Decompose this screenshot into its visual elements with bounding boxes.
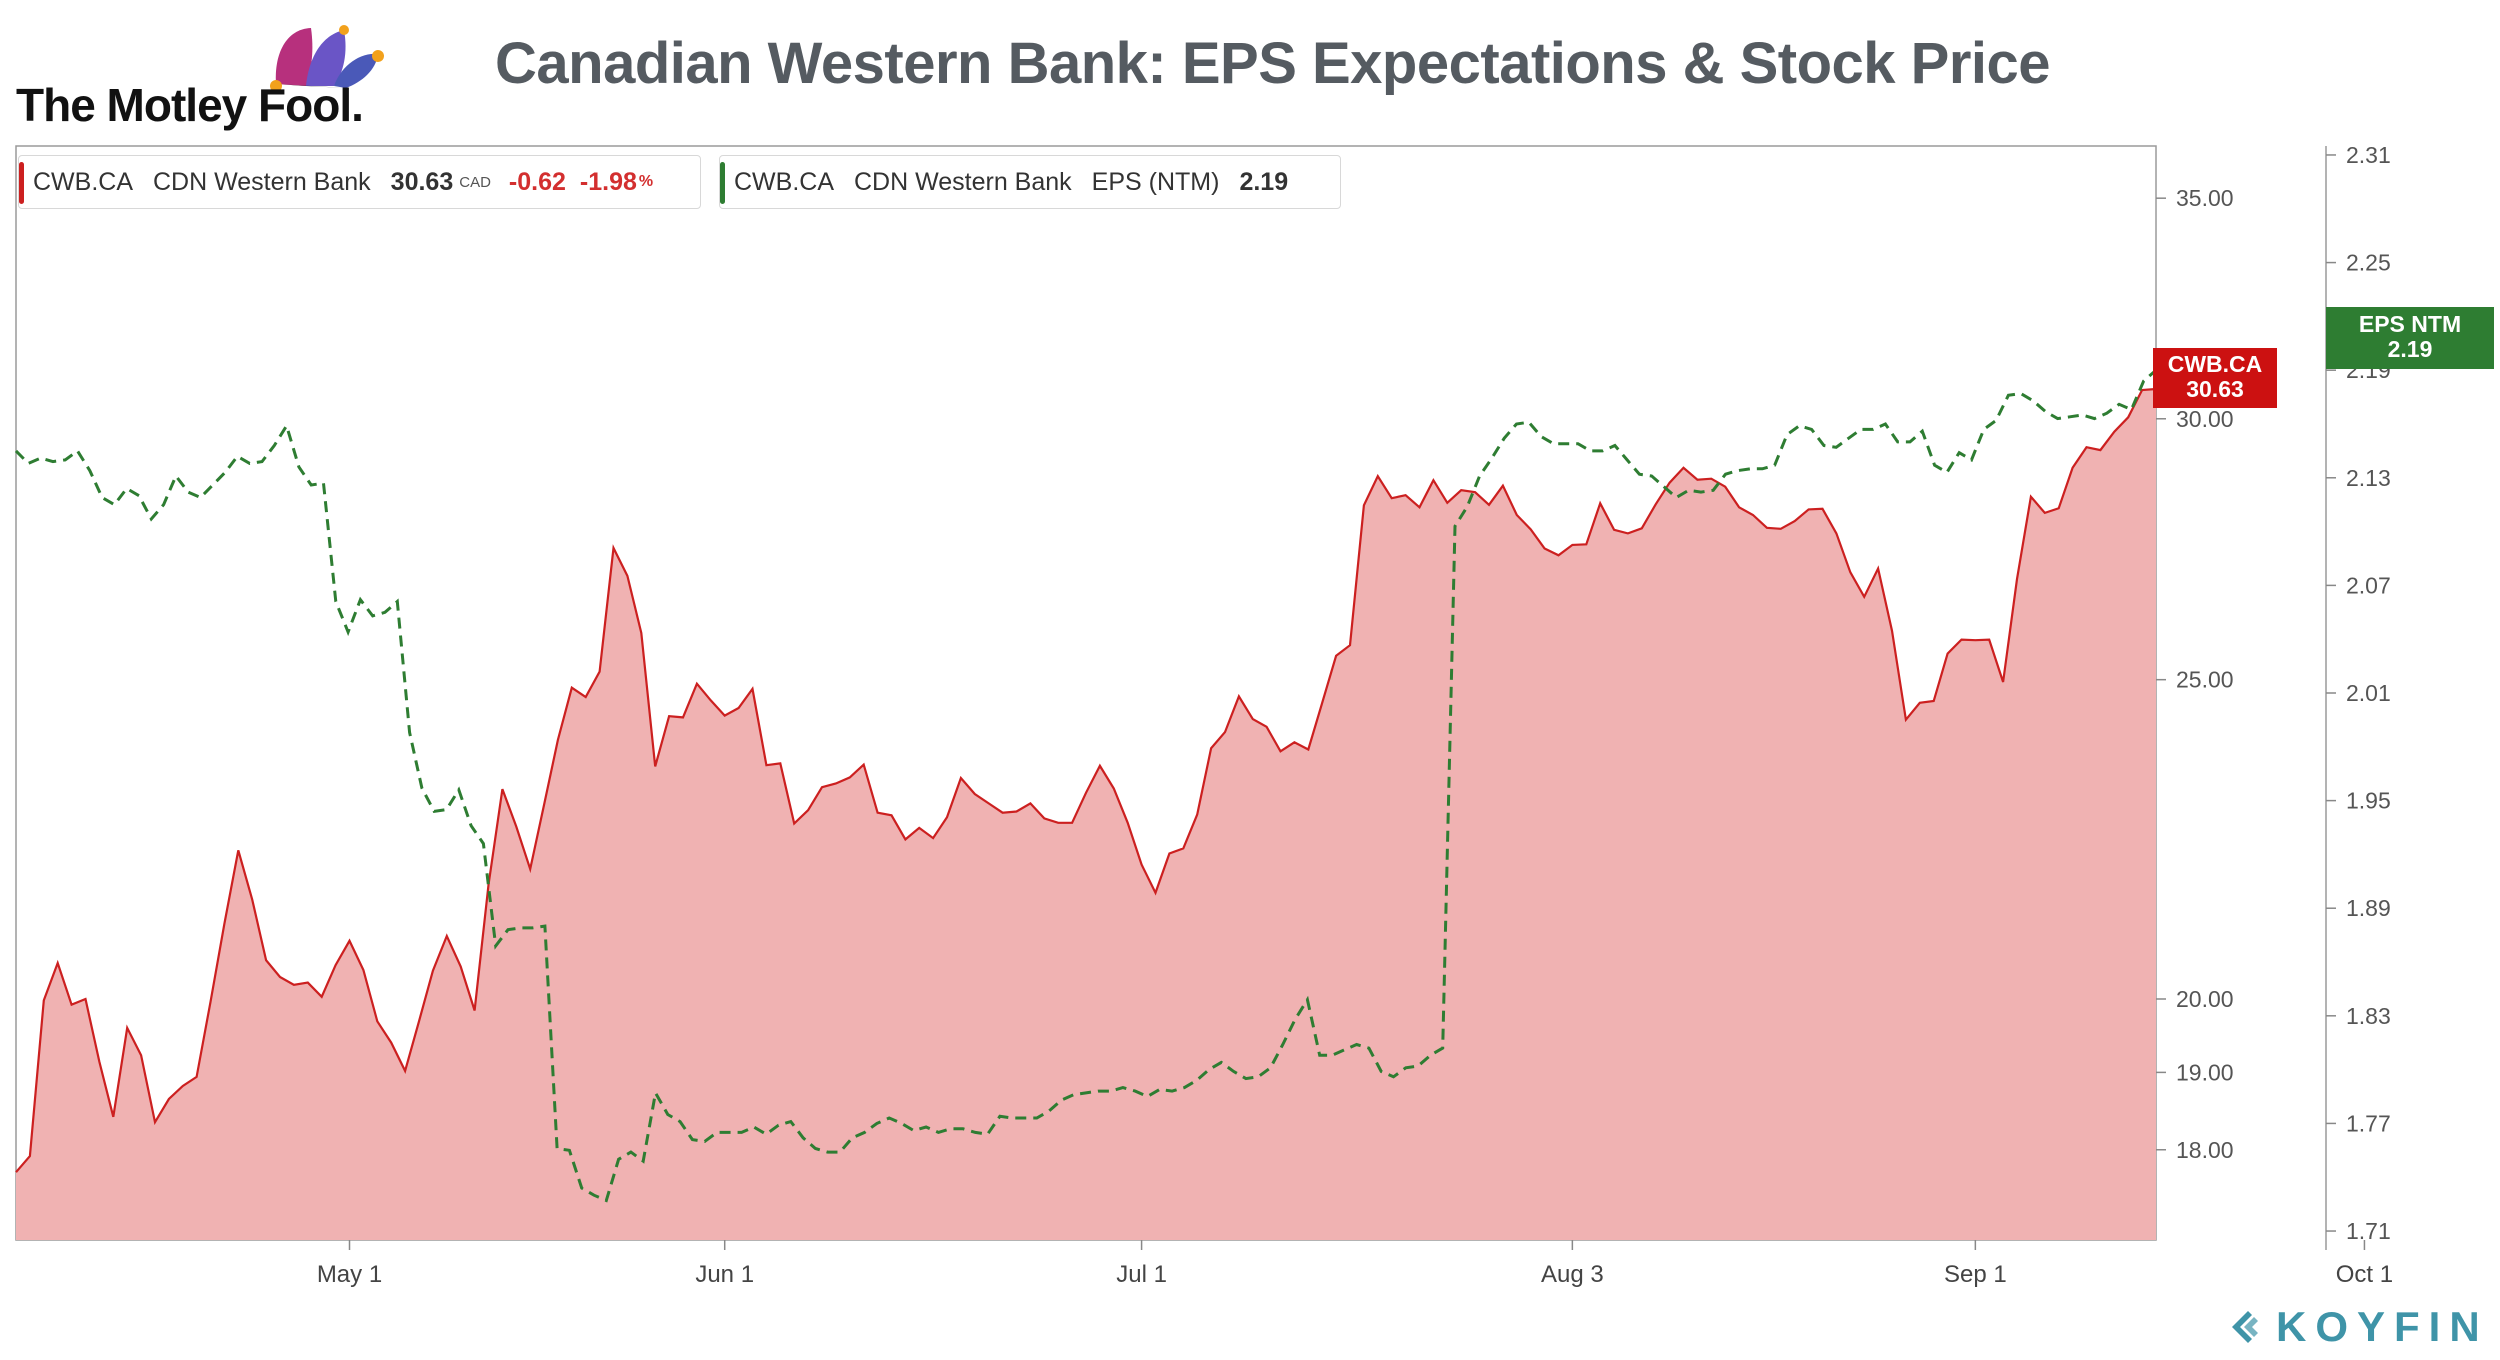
eps-axis-label: 1.83 <box>2346 1003 2391 1029</box>
header: The Motley Fool. Canadian Western Bank: … <box>0 0 2500 140</box>
koyfin-text: KOYFIN <box>2276 1303 2489 1350</box>
legend-eps-ticker: CWB.CA <box>734 167 834 196</box>
eps-line <box>14 369 2157 1203</box>
eps-tag-value: 2.19 <box>2387 336 2433 362</box>
eps-tag-label: EPS NTM <box>2358 311 2462 337</box>
legend-price[interactable]: CWB.CA CDN Western Bank 30.63 CAD -0.62 … <box>18 155 701 209</box>
legend-eps[interactable]: CWB.CA CDN Western Bank EPS (NTM) 2.19 <box>719 155 1341 209</box>
logo-text: The Motley Fool. <box>16 79 364 131</box>
x-axis-label: Oct 1 <box>2336 1261 2393 1288</box>
legend-eps-metric: EPS (NTM) <box>1091 167 1220 196</box>
legend-eps-name: CDN Western Bank <box>854 167 1072 196</box>
legend-eps-value: 2.19 <box>1239 167 1289 196</box>
eps-axis-label: 2.31 <box>2346 142 2391 168</box>
price-axis-label: 35.00 <box>2176 185 2234 211</box>
legend-eps-color <box>720 162 725 204</box>
eps-axis-label: 1.71 <box>2346 1218 2391 1244</box>
legend-price-pct-sign: % <box>638 173 654 190</box>
x-axis-label: Sep 1 <box>1944 1261 2007 1288</box>
price-line <box>15 387 2157 1173</box>
price-axis-label: 18.00 <box>2176 1137 2234 1163</box>
price-axis-label: 19.00 <box>2176 1059 2234 1085</box>
eps-tag: EPS NTM 2.19 <box>2326 307 2494 369</box>
legend-price-name: CDN Western Bank <box>153 167 371 196</box>
legend-price-currency: CAD <box>459 173 491 191</box>
x-axis-label: May 1 <box>317 1261 382 1288</box>
eps-axis-label: 2.07 <box>2346 572 2391 598</box>
eps-axis-label: 2.13 <box>2346 465 2391 491</box>
legend-price-ticker: CWB.CA <box>33 167 133 196</box>
legend-price-color <box>19 162 24 204</box>
price-tag-label: CWB.CA <box>2167 351 2263 377</box>
price-axis-label: 30.00 <box>2176 406 2234 432</box>
eps-axis-label: 2.01 <box>2346 680 2391 706</box>
koyfin-brand[interactable]: KOYFIN <box>2230 1303 2489 1351</box>
price-axis-label: 25.00 <box>2176 667 2234 693</box>
price-tag: CWB.CA 30.63 <box>2153 348 2277 408</box>
price-axis-label: 20.00 <box>2176 986 2234 1012</box>
eps-axis-label: 1.77 <box>2346 1110 2391 1136</box>
koyfin-logo-icon <box>2232 1311 2258 1343</box>
x-axis-label: Jul 1 <box>1116 1261 1167 1288</box>
jester-hat-icon <box>270 25 384 92</box>
x-axis-label: Aug 3 <box>1541 1261 1604 1288</box>
price-area <box>16 389 2156 1240</box>
x-axis-label: Jun 1 <box>695 1261 754 1288</box>
legend-price-change-pct: -1.98 <box>579 167 637 196</box>
chart-title: Canadian Western Bank: EPS Expectations … <box>495 31 2051 96</box>
legend-price-change: -0.62 <box>508 167 566 196</box>
legend-price-value: 30.63 <box>390 167 454 196</box>
eps-axis-label: 1.89 <box>2346 895 2391 921</box>
price-tag-value: 30.63 <box>2186 376 2244 402</box>
eps-axis-label: 1.95 <box>2346 788 2391 814</box>
motley-fool-logo[interactable]: The Motley Fool. <box>16 24 396 134</box>
eps-axis-label: 2.25 <box>2346 250 2391 276</box>
